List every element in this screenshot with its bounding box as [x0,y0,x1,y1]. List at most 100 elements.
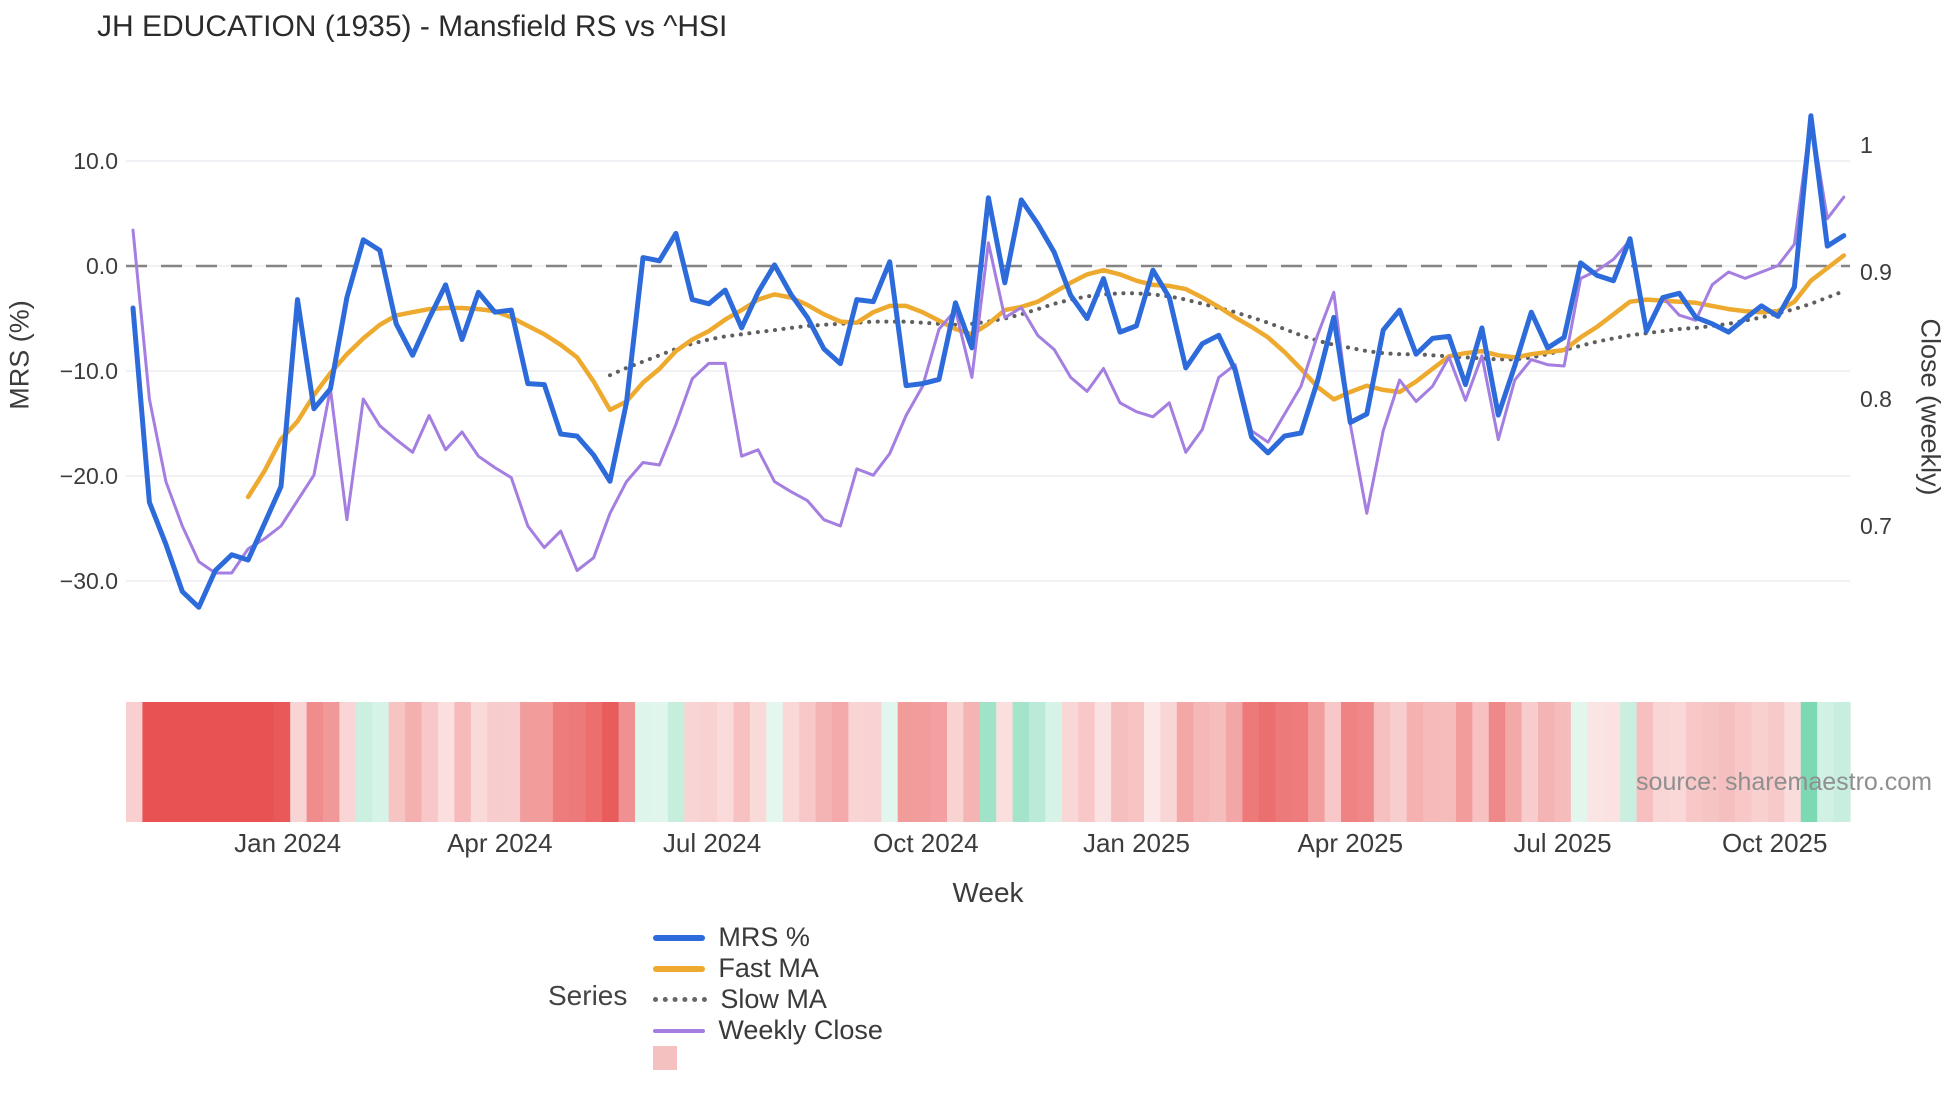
heat-strip-band[interactable] [1735,702,1753,822]
heat-strip-band[interactable] [914,702,932,822]
heat-strip-band[interactable] [1193,702,1211,822]
heat-strip-band[interactable] [339,702,357,822]
heat-strip-band[interactable] [766,702,784,822]
heat-strip-band[interactable] [930,702,948,822]
heat-strip-band[interactable] [1833,702,1851,822]
heat-strip-band[interactable] [1570,702,1588,822]
heat-strip-band[interactable] [602,702,620,822]
series-line-mrs-[interactable] [130,113,1847,610]
heat-strip-band[interactable] [1620,702,1638,822]
heat-strip-band[interactable] [1587,702,1605,822]
heat-strip-band[interactable] [290,702,308,822]
heat-strip-band[interactable] [1111,702,1129,822]
heat-strip-band[interactable] [536,702,554,822]
heat-strip-band[interactable] [1751,702,1769,822]
heat-strip-band[interactable] [388,702,406,822]
heat-strip-band[interactable] [1669,702,1687,822]
heat-strip-band[interactable] [306,702,324,822]
heat-strip-band[interactable] [273,702,291,822]
heat-strip-band[interactable] [1061,702,1079,822]
heat-strip-band[interactable] [832,702,850,822]
heat-strip-band[interactable] [421,702,439,822]
heat-strip-band[interactable] [585,702,603,822]
heat-strip-band[interactable] [1094,702,1112,822]
heat-strip-band[interactable] [1784,702,1802,822]
heat-strip-band[interactable] [1308,702,1326,822]
heat-strip-band[interactable] [503,702,521,822]
heat-strip-band[interactable] [1078,702,1096,822]
heat-strip-band[interactable] [651,702,669,822]
heat-strip-band[interactable] [569,702,587,822]
heat-strip-band[interactable] [1554,702,1572,822]
heat-strip-band[interactable] [1390,702,1408,822]
heat-strip-band[interactable] [946,702,964,822]
heat-strip-band[interactable] [749,702,767,822]
heat-strip-band[interactable] [520,702,538,822]
heat-strip-band[interactable] [1521,702,1539,822]
heat-strip-band[interactable] [618,702,636,822]
heat-strip-band[interactable] [634,702,653,822]
heat-strip-band[interactable] [126,702,144,822]
heat-strip-band[interactable] [1685,702,1703,822]
heat-strip-band[interactable] [1209,702,1227,822]
heat-strip-band[interactable] [224,702,242,822]
heat-strip-band[interactable] [1472,702,1490,822]
heat-strip-band[interactable] [1357,702,1375,822]
heat-strip-band[interactable] [257,702,275,822]
heat-strip-band[interactable] [1324,702,1342,822]
heat-strip-band[interactable] [996,702,1014,822]
heat-strip-band[interactable] [1423,702,1441,822]
heat-strip-band[interactable] [799,702,817,822]
heat-strip-band[interactable] [1127,702,1145,822]
heat-strip-band[interactable] [355,702,373,822]
heat-strip-band[interactable] [700,702,718,822]
heat-strip-band[interactable] [372,702,390,822]
heat-strip-band[interactable] [1176,702,1194,822]
heat-strip-band[interactable] [1505,702,1523,822]
legend-item-weekly-close[interactable]: Weekly Close [653,1015,883,1046]
heat-strip-band[interactable] [1143,702,1161,822]
heat-strip-band[interactable] [1012,702,1030,822]
heat-strip-band[interactable] [1291,702,1309,822]
heat-strip-band[interactable] [158,702,176,822]
heat-strip-band[interactable] [405,702,423,822]
heat-strip-band[interactable] [1160,702,1178,822]
heat-strip-band[interactable] [175,702,193,822]
heat-strip-band[interactable] [848,702,866,822]
heat-strip-band[interactable] [323,702,341,822]
heat-strip-band[interactable] [454,702,472,822]
heat-strip-band[interactable] [1636,702,1654,822]
heat-strip-band[interactable] [717,702,735,822]
heat-strip-band[interactable] [1406,702,1424,822]
heat-strip-band[interactable] [208,702,226,822]
heat-strip-band[interactable] [1373,702,1391,822]
heat-strip-band[interactable] [897,702,915,822]
heat-strip-band[interactable] [1226,702,1244,822]
heat-strip-band[interactable] [437,702,455,822]
heat-strip-band[interactable] [1800,702,1818,822]
heat-strip-band[interactable] [684,702,702,822]
heat-strip-band[interactable] [1652,702,1670,822]
legend-item-mrs-percent[interactable]: MRS % [653,922,883,953]
heat-strip-band[interactable] [142,702,160,822]
heat-strip-band[interactable] [1045,702,1063,822]
heat-strip-band[interactable] [487,702,505,822]
heat-strip-band[interactable] [1718,702,1736,822]
legend-item-fast-ma[interactable]: Fast MA [653,953,883,984]
heat-strip-band[interactable] [1439,702,1457,822]
heat-strip-band[interactable] [1488,702,1506,822]
heat-strip-band[interactable] [782,702,800,822]
heat-strip-band[interactable] [963,702,981,822]
heat-strip-band[interactable] [1817,702,1835,822]
heat-strip-band[interactable] [1029,702,1047,822]
heat-strip-band[interactable] [881,702,899,822]
heat-strip-band[interactable] [815,702,833,822]
heat-strip-band[interactable] [667,702,685,822]
heat-strip-band[interactable] [1258,702,1276,822]
heat-strip-band[interactable] [1538,702,1556,822]
series-line-slow-ma[interactable] [608,289,1846,378]
heat-strip-band[interactable] [1455,702,1473,822]
heat-strip-band[interactable] [552,702,570,822]
series-line-weekly-close[interactable] [131,115,1846,575]
